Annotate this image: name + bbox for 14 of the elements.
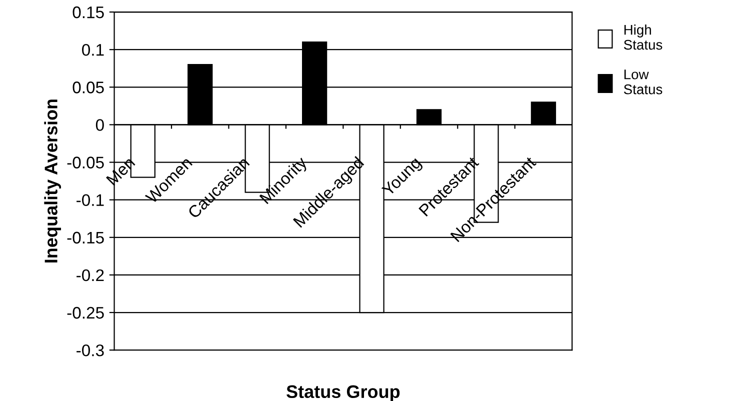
y-tick-label: -0.1 [76, 194, 104, 206]
legend-label: Low Status [624, 70, 662, 94]
y-tick-label: 0.15 [72, 6, 104, 18]
y-tick-label: -0.25 [67, 306, 104, 319]
legend-label: High Status [624, 24, 662, 50]
y-axis-title: Inequality Aversion [44, 100, 62, 262]
y-tick-label: -0.15 [67, 232, 104, 244]
y-tick-label: -0.3 [76, 344, 104, 356]
x-tick-label: Men [106, 156, 136, 186]
y-tick-label: 0.1 [82, 44, 104, 56]
y-tick-label: -0.05 [67, 156, 104, 168]
y-tick-label: -0.2 [76, 269, 104, 282]
y-tick-label: 0 [96, 119, 104, 131]
y-tick-label: 0.05 [72, 82, 104, 94]
